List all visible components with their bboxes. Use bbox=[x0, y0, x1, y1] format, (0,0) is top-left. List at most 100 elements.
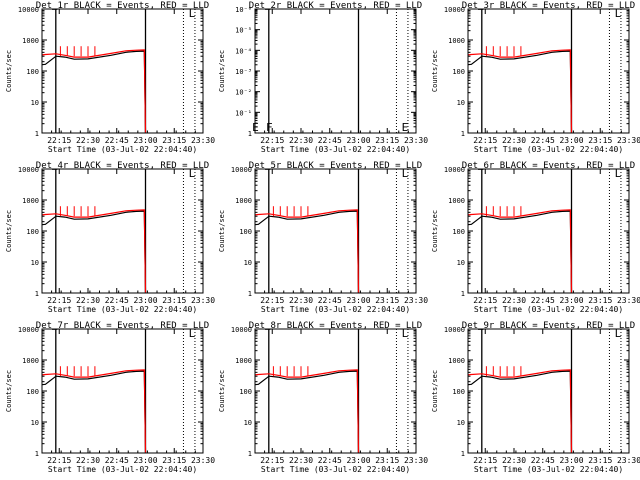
y-axis-label: Counts/sec bbox=[431, 50, 439, 92]
y-tick-label: 1 bbox=[35, 450, 39, 458]
panel-marker: E bbox=[402, 121, 409, 134]
panel-det_1r: Det_1r BLACK = Events, RED = LLD Counts/s… bbox=[5, 1, 215, 154]
x-tick-label: 22:30 bbox=[76, 136, 100, 145]
x-tick-label: 22:30 bbox=[502, 296, 526, 305]
x-tick-label: 23:30 bbox=[191, 456, 215, 465]
y-tick-label: 10⁻¹ bbox=[235, 109, 252, 117]
y-tick-label: 10 bbox=[244, 259, 252, 267]
panel-title: Det_6r BLACK = Events, RED = LLD bbox=[462, 161, 635, 171]
plot-frame bbox=[254, 328, 417, 454]
y-tick-label: 10 bbox=[457, 419, 465, 427]
x-tick-label: 22:30 bbox=[289, 456, 313, 465]
x-tick-label: 23:30 bbox=[404, 456, 428, 465]
x-axis-label: Start Time (03-Jul-02 22:04:40) bbox=[474, 145, 623, 154]
y-tick-label: 10⁻⁴ bbox=[235, 47, 252, 55]
series-lld bbox=[41, 209, 147, 294]
y-tick-label: 100 bbox=[239, 388, 252, 396]
panel-det_2r: Det_2r BLACK = Events, RED = LLD Counts/s… bbox=[218, 1, 428, 154]
x-tick-label: 23:00 bbox=[133, 456, 157, 465]
panel-det_5r: Det_5r BLACK = Events, RED = LLD Counts/s… bbox=[218, 161, 428, 314]
x-axis-label: Start Time (03-Jul-02 22:04:40) bbox=[48, 305, 197, 314]
x-tick-label: 23:15 bbox=[375, 136, 399, 145]
series-events bbox=[41, 370, 147, 454]
y-tick-label: 10000 bbox=[231, 166, 252, 174]
y-tick-label: 10 bbox=[31, 99, 39, 107]
plot-frame bbox=[41, 8, 204, 134]
y-axis-label: Counts/sec bbox=[218, 50, 226, 92]
y-axis-label: Counts/sec bbox=[431, 210, 439, 252]
panel-det_6r: Det_6r BLACK = Events, RED = LLD Counts/s… bbox=[431, 161, 640, 314]
series-lld bbox=[41, 49, 147, 134]
panel-det_3r: Det_3r BLACK = Events, RED = LLD Counts/s… bbox=[431, 1, 640, 154]
panel-marker: L bbox=[402, 167, 409, 180]
y-tick-label: 1000 bbox=[22, 37, 39, 45]
plot-frame bbox=[467, 328, 630, 454]
x-axis-label: Start Time (03-Jul-02 22:04:40) bbox=[261, 465, 410, 474]
x-tick-label: 23:00 bbox=[133, 136, 157, 145]
panel-title: Det_9r BLACK = Events, RED = LLD bbox=[462, 321, 635, 331]
y-tick-label: 10⁻⁶ bbox=[235, 6, 252, 14]
y-tick-label: 1 bbox=[35, 130, 39, 138]
x-tick-label: 22:30 bbox=[289, 136, 313, 145]
series-events bbox=[254, 210, 360, 294]
x-tick-label: 22:30 bbox=[76, 456, 100, 465]
panel-marker: L bbox=[189, 327, 196, 340]
panel-det_8r: Det_8r BLACK = Events, RED = LLD Counts/s… bbox=[218, 321, 428, 474]
x-tick-label: 23:00 bbox=[346, 136, 370, 145]
panel-marker: F bbox=[266, 121, 273, 134]
y-axis-label: Counts/sec bbox=[218, 210, 226, 252]
y-tick-label: 1000 bbox=[448, 197, 465, 205]
panel-title: Det_8r BLACK = Events, RED = LLD bbox=[249, 321, 422, 331]
y-tick-label: 10000 bbox=[444, 326, 465, 334]
series-events bbox=[467, 50, 573, 134]
x-tick-label: 23:00 bbox=[346, 296, 370, 305]
y-tick-label: 1000 bbox=[448, 357, 465, 365]
x-tick-label: 22:30 bbox=[502, 456, 526, 465]
x-tick-label: 22:15 bbox=[260, 136, 284, 145]
y-tick-label: 1 bbox=[248, 130, 252, 138]
y-tick-label: 10000 bbox=[231, 326, 252, 334]
x-axis-label: Start Time (03-Jul-02 22:04:40) bbox=[474, 305, 623, 314]
y-tick-label: 1000 bbox=[448, 37, 465, 45]
x-axis-label: Start Time (03-Jul-02 22:04:40) bbox=[474, 465, 623, 474]
x-tick-label: 23:15 bbox=[162, 456, 186, 465]
x-tick-label: 23:15 bbox=[588, 296, 612, 305]
y-tick-label: 10⁻² bbox=[235, 89, 252, 97]
x-axis-label: Start Time (03-Jul-02 22:04:40) bbox=[261, 145, 410, 154]
x-tick-label: 22:45 bbox=[105, 456, 129, 465]
y-axis-label: Counts/sec bbox=[5, 50, 13, 92]
y-tick-label: 10⁻³ bbox=[235, 68, 252, 76]
panel-title: Det_1r BLACK = Events, RED = LLD bbox=[36, 1, 209, 11]
y-tick-label: 10 bbox=[31, 419, 39, 427]
y-tick-label: 10 bbox=[457, 99, 465, 107]
plot-frame bbox=[254, 168, 417, 294]
panel-title: Det_4r BLACK = Events, RED = LLD bbox=[36, 161, 209, 171]
x-tick-label: 23:15 bbox=[375, 456, 399, 465]
x-tick-label: 23:30 bbox=[404, 296, 428, 305]
y-tick-label: 10000 bbox=[18, 326, 39, 334]
x-tick-label: 23:30 bbox=[191, 136, 215, 145]
panel-det_9r: Det_9r BLACK = Events, RED = LLD Counts/s… bbox=[431, 321, 640, 474]
y-tick-label: 1000 bbox=[22, 197, 39, 205]
panel-title: Det_2r BLACK = Events, RED = LLD bbox=[249, 1, 422, 11]
y-tick-label: 1 bbox=[248, 290, 252, 298]
series-lld bbox=[467, 369, 573, 454]
x-tick-label: 23:30 bbox=[617, 456, 640, 465]
x-tick-label: 23:15 bbox=[588, 456, 612, 465]
y-tick-label: 100 bbox=[26, 68, 39, 76]
x-tick-label: 22:45 bbox=[318, 296, 342, 305]
y-tick-label: 10000 bbox=[444, 6, 465, 14]
y-tick-label: 100 bbox=[26, 388, 39, 396]
x-tick-label: 22:15 bbox=[47, 136, 71, 145]
x-tick-label: 23:00 bbox=[559, 296, 583, 305]
series-lld bbox=[467, 209, 573, 294]
y-tick-label: 100 bbox=[239, 228, 252, 236]
x-axis-label: Start Time (03-Jul-02 22:04:40) bbox=[48, 145, 197, 154]
x-tick-label: 22:30 bbox=[76, 296, 100, 305]
x-tick-label: 22:15 bbox=[47, 456, 71, 465]
series-events bbox=[467, 370, 573, 454]
plot-frame bbox=[41, 328, 204, 454]
x-tick-label: 23:15 bbox=[588, 136, 612, 145]
